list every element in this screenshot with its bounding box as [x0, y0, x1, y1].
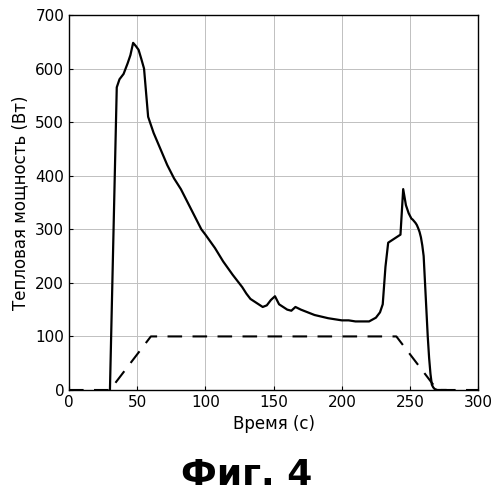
Y-axis label: Тепловая мощность (Вт): Тепловая мощность (Вт): [12, 95, 30, 310]
Text: Фиг. 4: Фиг. 4: [181, 458, 312, 492]
X-axis label: Время (с): Время (с): [233, 416, 315, 434]
